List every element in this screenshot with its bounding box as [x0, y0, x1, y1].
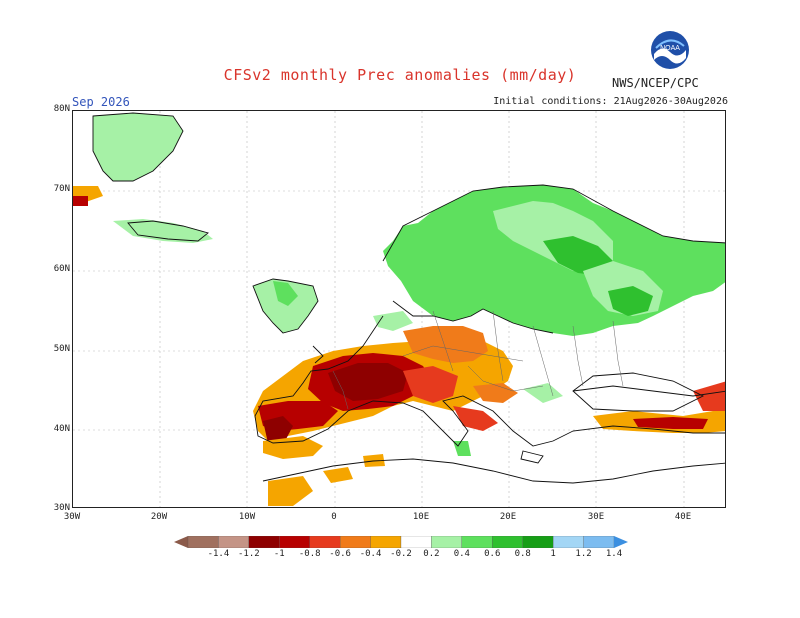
- lon-tick-20e: 20E: [499, 512, 517, 522]
- legend-tick-label: 0.8: [514, 549, 531, 559]
- map-title: CFSv2 monthly Prec anomalies (mm/day): [223, 66, 577, 84]
- legend-cell: [218, 536, 250, 548]
- country-borders: [332, 310, 624, 410]
- legend-cell: [431, 536, 463, 548]
- agency-label: NWS/NCEP/CPC: [612, 76, 699, 90]
- lon-tick-10e: 10E: [412, 512, 430, 522]
- legend-cell: [339, 536, 371, 548]
- legend-tick-label: 1.2: [575, 549, 592, 559]
- legend-tick-label: 1: [550, 549, 556, 559]
- legend-tick-label: -0.8: [298, 549, 321, 559]
- legend-cell: [279, 536, 310, 548]
- legend-cell: [370, 536, 402, 548]
- lat-tick-30n: 30N: [53, 503, 70, 513]
- legend-tick-label: -1.4: [207, 549, 230, 559]
- noaa-logo-text: NOAA: [660, 45, 680, 52]
- legend-tick-label: -0.4: [359, 549, 382, 559]
- legend-tick-label: -1.2: [238, 549, 260, 559]
- legend-cell: [461, 536, 493, 548]
- legend-tick-label: -1: [273, 549, 285, 559]
- lat-tick-80n: 80N: [53, 104, 70, 114]
- month-label: Sep 2026: [72, 95, 130, 109]
- lat-tick-50n: 50N: [53, 344, 70, 354]
- anomaly-map: [72, 110, 726, 508]
- lat-tick-40n: 40N: [53, 424, 70, 434]
- legend-cell: [248, 536, 280, 548]
- dry-anomaly-regions: [73, 186, 725, 506]
- lat-tick-70n: 70N: [53, 184, 70, 194]
- legend-tick-label: -0.6: [329, 549, 351, 559]
- colorbar-legend: [174, 536, 628, 548]
- lon-tick-20w: 20W: [150, 512, 168, 522]
- legend-tick-label: -0.2: [390, 549, 412, 559]
- legend-cells: [174, 536, 628, 548]
- lon-tick-10w: 10W: [238, 512, 256, 522]
- legend-tick-label: 0.4: [453, 549, 470, 559]
- noaa-logo-icon: NOAA: [651, 31, 689, 69]
- lon-tick-30w: 30W: [63, 512, 81, 522]
- map-canvas: [73, 111, 725, 507]
- legend-cell: [552, 536, 584, 548]
- legend-cell: [309, 536, 341, 548]
- legend-arrow-right: [614, 536, 628, 548]
- legend-arrow-left: [174, 536, 188, 548]
- lat-tick-60n: 60N: [53, 264, 70, 274]
- lon-tick-0: 0: [331, 512, 337, 522]
- legend-cell: [492, 536, 523, 548]
- legend-tick-label: 0.2: [423, 549, 440, 559]
- wet-anomaly-regions: [93, 113, 725, 456]
- lon-tick-30e: 30E: [587, 512, 605, 522]
- legend-cell: [522, 536, 554, 548]
- lon-tick-40e: 40E: [674, 512, 692, 522]
- coastlines: [92, 112, 725, 484]
- legend-cell: [400, 536, 432, 548]
- legend-cell: [583, 536, 615, 548]
- legend-cell: [187, 536, 219, 548]
- legend-tick-label: 1.4: [605, 549, 623, 559]
- initial-conditions: Initial conditions: 21Aug2026-30Aug2026: [493, 96, 728, 107]
- legend-tick-label: 0.6: [484, 549, 501, 559]
